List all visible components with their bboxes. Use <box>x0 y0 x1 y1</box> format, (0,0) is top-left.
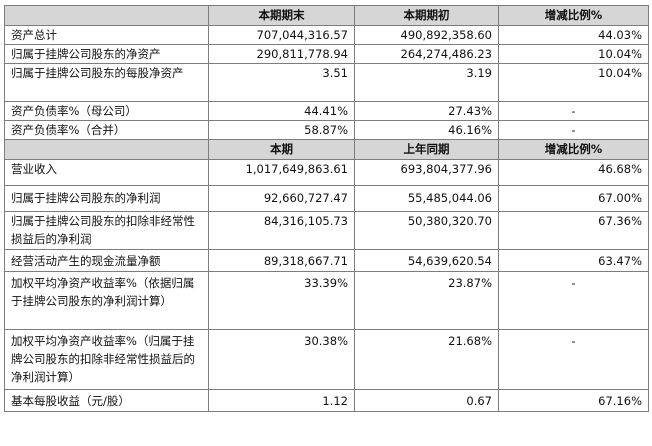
value-cell: 50,380,320.70 <box>354 211 499 250</box>
value-cell: 55,485,044.06 <box>354 185 499 212</box>
value-cell: 1.12 <box>208 389 355 412</box>
change-cell: 46.68% <box>498 159 649 186</box>
value-cell: 0.67 <box>354 389 499 412</box>
change-cell: - <box>498 120 649 140</box>
financial-table: 本期期末 本期期初 增减比例% 资产总计 707,044,316.57 490,… <box>4 5 649 412</box>
value-cell: 490,892,358.60 <box>354 25 499 45</box>
value-cell: 21.68% <box>354 329 499 390</box>
table-row: 经营活动产生的现金流量净额 89,318,667.71 54,639,620.5… <box>4 249 649 272</box>
value-cell: 84,316,105.73 <box>208 211 355 250</box>
row-label: 归属于挂牌公司股东的净资产 <box>4 44 209 64</box>
table-row: 营业收入 1,017,649,863.61 693,804,377.96 46.… <box>4 159 649 186</box>
change-cell: 67.36% <box>498 211 649 250</box>
header-cell-period-start: 本期期初 <box>354 5 499 26</box>
header-cell-prior-year: 上年同期 <box>354 139 499 160</box>
row-label: 资产总计 <box>4 25 209 45</box>
table-row: 加权平均净资产收益率%（归属于挂牌公司股东的扣除非经常性损益后的净利润计算） 3… <box>4 329 649 390</box>
value-cell: 1,017,649,863.61 <box>208 159 355 186</box>
value-cell: 264,274,486.23 <box>354 44 499 64</box>
header-cell-change-pct: 增减比例% <box>498 5 649 26</box>
table-row: 资产总计 707,044,316.57 490,892,358.60 44.03… <box>4 25 649 45</box>
value-cell: 44.41% <box>208 101 355 121</box>
value-cell: 46.16% <box>354 120 499 140</box>
value-cell: 3.19 <box>354 63 499 102</box>
value-cell: 3.51 <box>208 63 355 102</box>
value-cell: 707,044,316.57 <box>208 25 355 45</box>
value-cell: 89,318,667.71 <box>208 249 355 272</box>
header-row-period-end: 本期期末 本期期初 增减比例% <box>4 5 649 26</box>
header-row-current-period: 本期 上年同期 增减比例% <box>4 139 649 160</box>
change-cell: - <box>498 101 649 121</box>
header-cell-current-period: 本期 <box>208 139 355 160</box>
change-cell: - <box>498 329 649 390</box>
row-label: 归属于挂牌公司股东的每股净资产 <box>4 63 209 102</box>
change-cell: 67.00% <box>498 185 649 212</box>
row-label: 归属于挂牌公司股东的扣除非经常性损益后的净利润 <box>4 211 209 250</box>
table-row: 归属于挂牌公司股东的净利润 92,660,727.47 55,485,044.0… <box>4 185 649 212</box>
header-cell-blank <box>4 5 209 26</box>
table-row: 归属于挂牌公司股东的净资产 290,811,778.94 264,274,486… <box>4 44 649 64</box>
row-label: 归属于挂牌公司股东的净利润 <box>4 185 209 212</box>
change-cell: 10.04% <box>498 63 649 102</box>
value-cell: 54,639,620.54 <box>354 249 499 272</box>
change-cell: - <box>498 271 649 330</box>
row-label: 经营活动产生的现金流量净额 <box>4 249 209 272</box>
row-label: 资产负债率%（合并） <box>4 120 209 140</box>
row-label: 加权平均净资产收益率%（归属于挂牌公司股东的扣除非经常性损益后的净利润计算） <box>4 329 209 390</box>
value-cell: 30.38% <box>208 329 355 390</box>
change-cell: 67.16% <box>498 389 649 412</box>
value-cell: 693,804,377.96 <box>354 159 499 186</box>
value-cell: 27.43% <box>354 101 499 121</box>
table-row: 资产负债率%（母公司） 44.41% 27.43% - <box>4 101 649 121</box>
value-cell: 33.39% <box>208 271 355 330</box>
header-cell-period-end: 本期期末 <box>208 5 355 26</box>
table-row: 基本每股收益（元/股） 1.12 0.67 67.16% <box>4 389 649 412</box>
value-cell: 290,811,778.94 <box>208 44 355 64</box>
row-label: 营业收入 <box>4 159 209 186</box>
row-label: 加权平均净资产收益率%（依据归属于挂牌公司股东的净利润计算） <box>4 271 209 330</box>
value-cell: 23.87% <box>354 271 499 330</box>
table-row: 加权平均净资产收益率%（依据归属于挂牌公司股东的净利润计算） 33.39% 23… <box>4 271 649 330</box>
table-row: 归属于挂牌公司股东的扣除非经常性损益后的净利润 84,316,105.73 50… <box>4 211 649 250</box>
change-cell: 10.04% <box>498 44 649 64</box>
table-row: 资产负债率%（合并） 58.87% 46.16% - <box>4 120 649 140</box>
row-label: 资产负债率%（母公司） <box>4 101 209 121</box>
row-label: 基本每股收益（元/股） <box>4 389 209 412</box>
header-cell-change-pct: 增减比例% <box>498 139 649 160</box>
header-cell-blank <box>4 139 209 160</box>
change-cell: 44.03% <box>498 25 649 45</box>
financial-summary: 本期期末 本期期初 增减比例% 资产总计 707,044,316.57 490,… <box>4 5 649 412</box>
table-row: 归属于挂牌公司股东的每股净资产 3.51 3.19 10.04% <box>4 63 649 102</box>
value-cell: 92,660,727.47 <box>208 185 355 212</box>
change-cell: 63.47% <box>498 249 649 272</box>
value-cell: 58.87% <box>208 120 355 140</box>
